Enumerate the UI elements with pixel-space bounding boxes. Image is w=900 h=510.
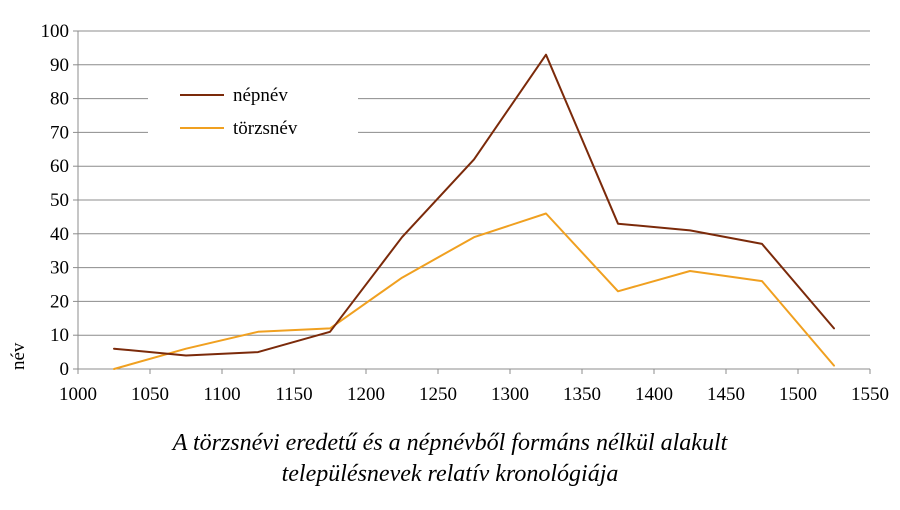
x-tick-label: 1050: [131, 384, 169, 405]
legend-label: népnév: [233, 85, 288, 106]
y-tick-label: 10: [50, 325, 69, 346]
x-tick-label: 1000: [59, 384, 97, 405]
figure-caption-line-1: A törzsnévi eredetű és a népnévből formá…: [172, 430, 728, 456]
figure-caption-line-2: településnevek relatív kronológiája: [281, 461, 619, 487]
y-tick-label: 80: [50, 89, 69, 110]
y-tick-label: 20: [50, 291, 69, 312]
legend: népnév törzsnév: [180, 85, 298, 139]
x-tick-label: 1200: [347, 384, 385, 405]
x-tick-labels: 1000 1050 1100 1150 1200 1250 1300 1350 1400 1450…: [59, 384, 889, 405]
axes: [73, 30, 871, 374]
x-tick-label: 1350: [563, 384, 601, 405]
x-tick-label: 1100: [203, 384, 240, 405]
legend-label: törzsnév: [233, 118, 298, 139]
series-line-népnév: [113, 53, 835, 357]
x-tick-label: 1250: [419, 384, 457, 405]
y-tick-label: 60: [50, 156, 69, 177]
y-tick-label: 30: [50, 258, 69, 279]
y-axis-label: név: [8, 342, 29, 370]
x-tick-label: 1500: [779, 384, 817, 405]
series-line-törzsnév: [113, 212, 835, 370]
x-tick-label: 1550: [851, 384, 889, 405]
x-tick-label: 1300: [491, 384, 529, 405]
y-tick-label: 50: [50, 190, 69, 211]
x-tick-label: 1150: [275, 384, 312, 405]
series-lines: [113, 53, 835, 370]
x-tick-label: 1400: [635, 384, 673, 405]
y-tick-label: 100: [41, 21, 70, 42]
y-tick-labels: 0 10 20 30 40 50 60 70 80 90 100: [41, 21, 70, 380]
y-tick-label: 40: [50, 224, 69, 245]
y-tick-label: 70: [50, 122, 69, 143]
gridlines: [78, 30, 870, 336]
y-tick-label: 90: [50, 55, 69, 76]
y-tick-label: 0: [60, 359, 70, 380]
x-tick-label: 1450: [707, 384, 745, 405]
